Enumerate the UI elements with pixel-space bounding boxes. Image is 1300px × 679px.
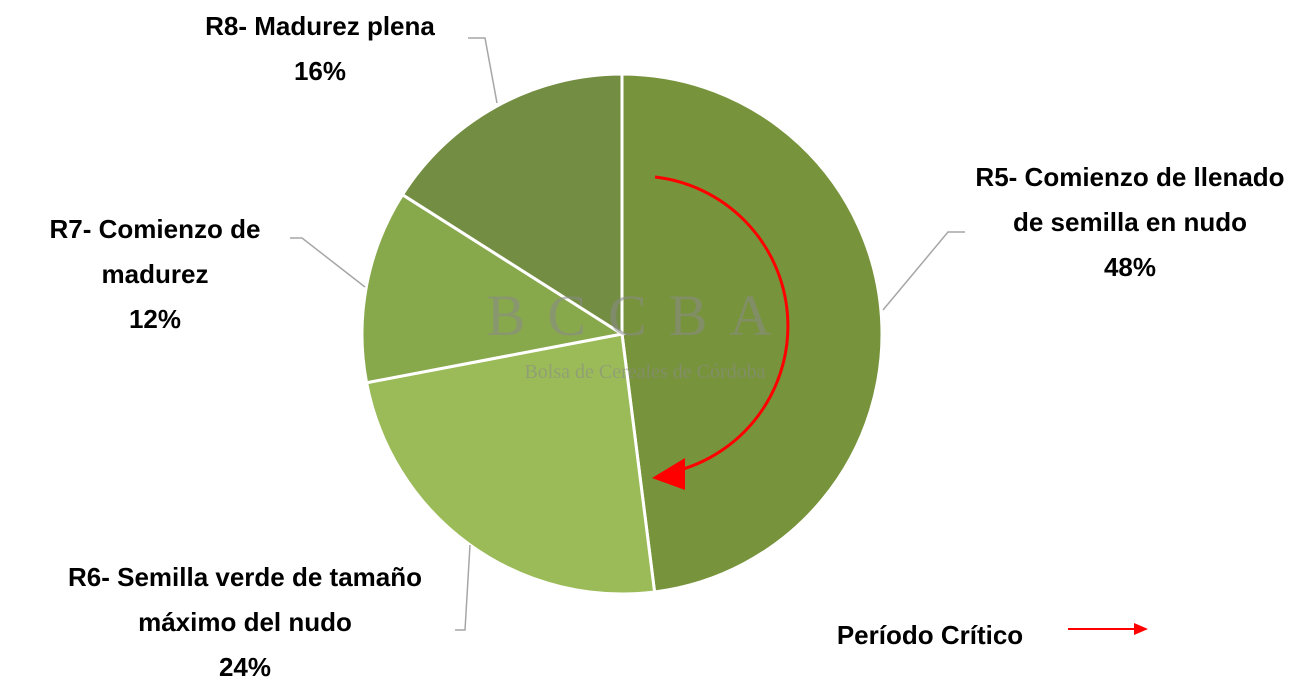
value-label: 12% — [128, 304, 182, 334]
category-label: R5- Comienzo de llenado de semilla en nu… — [975, 162, 1285, 237]
watermark-text: BCCBA — [487, 283, 794, 348]
value-label: 16% — [293, 56, 347, 86]
watermark-subtitle: Bolsa de Cereales de Córdoba — [524, 361, 765, 383]
category-label: R8- Madurez plena — [205, 11, 435, 41]
legend-arrow-head — [1134, 623, 1148, 635]
value-label: 24% — [218, 652, 272, 679]
leader-line — [455, 544, 471, 631]
category-label: R6- Semilla verde de tamaño máximo del n… — [67, 562, 423, 637]
annotation: Período Crítico — [836, 620, 1024, 650]
slice-label: R6- Semilla verde de tamaño máximo del n… — [55, 555, 435, 679]
leader-lines — [290, 37, 965, 631]
pie-slice — [400, 72, 624, 337]
leader-line — [290, 237, 366, 288]
arrow-head — [652, 458, 685, 490]
slice-label: R5- Comienzo de llenado de semilla en nu… — [965, 155, 1295, 290]
pie-slice — [360, 192, 627, 385]
pie-slice — [364, 332, 657, 596]
slice-label: R7- Comienzo de madurez 12% — [25, 207, 285, 342]
category-label: R7- Comienzo de madurez — [49, 214, 261, 289]
slice-label: R8- Madurez plena 16% — [160, 4, 480, 94]
watermark: BCCBA Bolsa de Cereales de Córdoba — [487, 283, 794, 383]
leader-line — [468, 37, 498, 104]
curved-arrow — [654, 175, 790, 472]
value-label: 48% — [1103, 252, 1157, 282]
leader-line — [882, 231, 965, 311]
critical-period-arrow — [652, 175, 1148, 635]
pie-slice — [620, 72, 884, 594]
